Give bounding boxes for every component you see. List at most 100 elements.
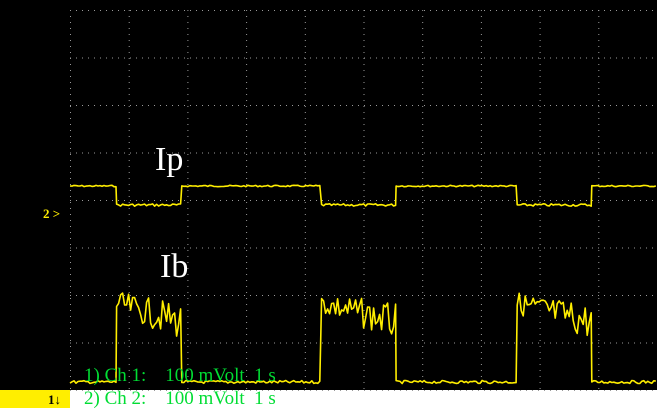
grid-dot <box>346 295 347 296</box>
grid-dot <box>148 57 149 59</box>
grid-dot <box>598 46 600 47</box>
grid-dot <box>142 152 143 154</box>
grid-dot <box>598 244 600 245</box>
grid-dot <box>538 105 539 106</box>
grid-dot <box>322 57 323 59</box>
grid-dot <box>598 64 600 65</box>
grid-dot <box>187 70 189 71</box>
grid-dot <box>304 280 306 281</box>
grid-dot <box>214 105 215 106</box>
grid-dot <box>184 10 185 11</box>
grid-dot <box>166 247 167 249</box>
grid-dot <box>424 342 425 344</box>
grid-dot <box>304 200 305 201</box>
grid-dot <box>250 390 251 391</box>
grid-dot <box>598 256 600 257</box>
grid-dot <box>539 280 541 281</box>
grid-dot <box>112 10 113 11</box>
grid-dot <box>480 64 482 65</box>
grid-dot <box>160 10 161 11</box>
grid-dot <box>244 57 245 59</box>
grid-dot <box>610 200 611 201</box>
grid-dot <box>154 57 155 59</box>
grid-dot <box>334 247 335 249</box>
grid-dot <box>246 376 248 377</box>
grid-dot <box>187 136 189 137</box>
grid-dot <box>526 152 527 154</box>
grid-dot <box>422 226 424 227</box>
grid-dot <box>422 268 424 269</box>
grid-dot <box>250 105 251 106</box>
channel-1-info: 1) Ch 1: 100 mVolt 1 s <box>84 365 276 386</box>
grid-dot <box>187 172 189 173</box>
grid-dot <box>220 10 221 11</box>
grid-dot <box>598 214 600 215</box>
grid-dot <box>268 295 269 296</box>
grid-dot <box>466 105 467 106</box>
grid-dot <box>166 152 167 154</box>
grid-dot <box>406 152 407 154</box>
grid-dot <box>208 247 209 249</box>
grid-dot <box>508 10 509 11</box>
grid-dot <box>136 295 137 296</box>
grid-dot <box>640 200 641 201</box>
grid-dot <box>187 322 189 323</box>
grid-dot <box>484 200 485 201</box>
grid-dot <box>598 226 600 227</box>
grid-dot <box>418 105 419 106</box>
grid-dot <box>376 10 377 11</box>
grid-dot <box>187 160 189 161</box>
grid-dot <box>480 16 482 17</box>
grid-dot <box>304 388 306 389</box>
grid-dot <box>304 342 305 344</box>
grid-dot <box>480 274 482 275</box>
grid-dot <box>82 200 83 201</box>
grid-dot <box>436 10 437 11</box>
grid-dot <box>172 10 173 11</box>
grid-dot <box>304 376 306 377</box>
grid-dot <box>598 136 600 137</box>
grid-dot <box>88 247 89 249</box>
grid-dot <box>190 200 191 201</box>
grid-dot <box>538 200 539 201</box>
grid-dot <box>187 340 189 341</box>
grid-dot <box>652 247 653 249</box>
grid-dot <box>539 382 541 383</box>
grid-dot <box>544 57 545 59</box>
grid-dot <box>238 200 239 201</box>
grid-dot <box>442 342 443 344</box>
grid-dot <box>640 57 641 59</box>
grid-dot <box>580 10 581 11</box>
grid-dot <box>363 166 365 167</box>
grid-dot <box>128 196 130 197</box>
grid-dot <box>598 10 599 11</box>
grid-dot <box>82 10 83 11</box>
grid-dot <box>128 136 130 137</box>
grid-dot <box>128 334 130 335</box>
grid-dot <box>187 376 189 377</box>
grid-dot <box>514 10 515 11</box>
grid-dot <box>340 10 341 11</box>
grid-dot <box>502 105 503 106</box>
grid-dot <box>128 190 130 191</box>
grid-dot <box>352 57 353 59</box>
grid-dot <box>304 364 306 365</box>
grid-dot <box>232 342 233 344</box>
grid-dot <box>187 154 189 155</box>
grid-dot <box>514 57 515 59</box>
grid-dot <box>422 196 424 197</box>
grid-dot <box>539 172 541 173</box>
grid-dot <box>187 238 189 239</box>
grid-dot <box>562 247 563 249</box>
grid-dot <box>363 16 365 17</box>
grid-dot <box>640 295 641 296</box>
grid-dot <box>128 316 130 317</box>
grid-dot <box>376 57 377 59</box>
grid-dot <box>520 295 521 296</box>
grid-dot <box>376 200 377 201</box>
grid-dot <box>160 200 161 201</box>
grid-dot <box>550 295 551 296</box>
grid-dot <box>422 376 424 377</box>
grid-dot <box>598 124 600 125</box>
grid-dot <box>388 200 389 201</box>
